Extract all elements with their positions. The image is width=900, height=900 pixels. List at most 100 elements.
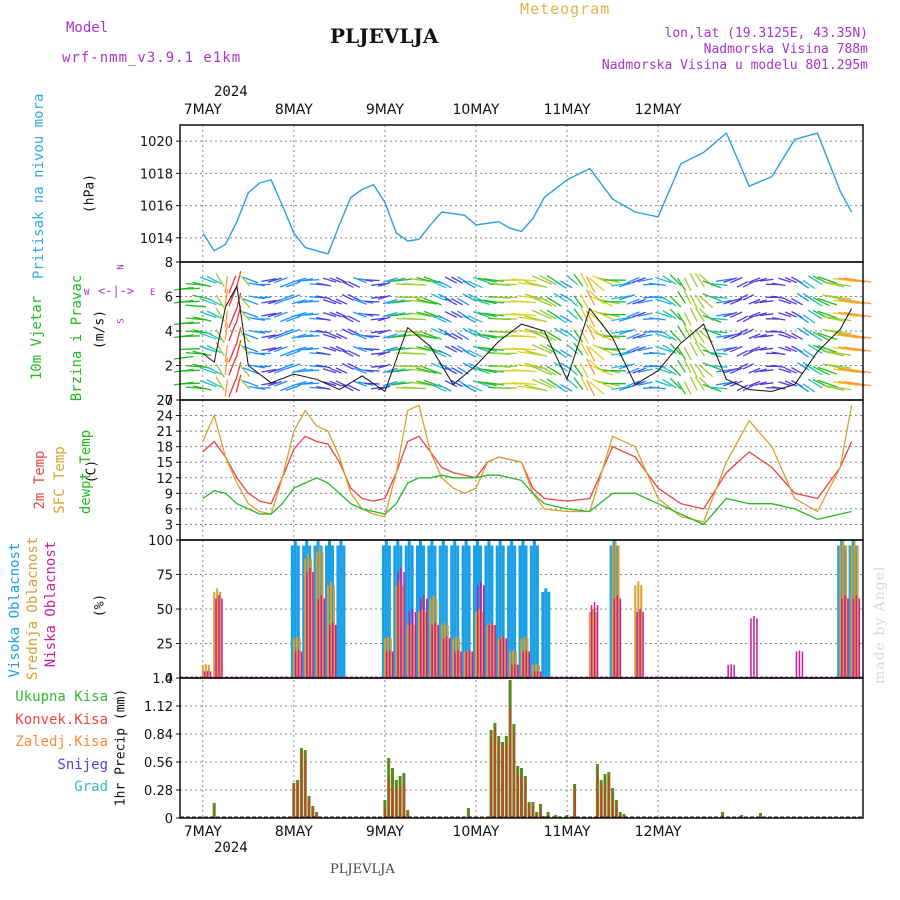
wind-arrow xyxy=(784,311,798,318)
y-tick-label: 18 xyxy=(156,441,173,456)
wind-arrow xyxy=(444,311,458,319)
cloud-high-bar xyxy=(484,545,488,678)
wind-arrow xyxy=(669,377,682,390)
wind-arrow xyxy=(215,376,225,391)
wind-arrow xyxy=(626,332,640,340)
wind-arrow xyxy=(261,312,277,317)
wind-arrow xyxy=(423,332,442,341)
cloud-high-bar xyxy=(501,545,505,678)
cloud-mid-bar xyxy=(842,540,845,678)
day-label-bottom: 8MAY xyxy=(275,824,313,840)
wind-arrow xyxy=(179,322,200,325)
cloud-high-bar xyxy=(518,545,522,678)
wind-arrow xyxy=(827,295,852,300)
cloud-mid-bar xyxy=(333,585,335,678)
cloud-mid-bar xyxy=(409,622,412,678)
wind-arrow xyxy=(748,380,761,387)
wind-arrow xyxy=(771,386,786,390)
wind-arrow xyxy=(402,386,427,390)
wind-arrow xyxy=(573,364,584,377)
wind-arrow xyxy=(683,290,692,305)
cloud-high-bar xyxy=(407,540,411,678)
day-label-top: 9MAY xyxy=(366,102,404,118)
wind-arrow xyxy=(689,341,698,357)
cloud-low-bar xyxy=(636,611,638,678)
cloud-mid-bar xyxy=(531,664,534,678)
wind-arrow xyxy=(511,300,537,304)
wind-arrow xyxy=(784,276,798,284)
cloud-high-bar xyxy=(464,540,468,678)
cloud-low-bar xyxy=(203,671,206,678)
cloud-low-bar xyxy=(858,598,861,678)
y-tick-label: 1.4 xyxy=(152,672,173,687)
cloud-mid-bar xyxy=(429,598,432,678)
cloud-low-bar xyxy=(411,609,414,678)
cloud-low-bar xyxy=(505,638,508,678)
wind-arrow xyxy=(364,335,380,338)
wind-arrow xyxy=(215,294,225,309)
wind-arrow xyxy=(224,323,229,341)
wind-arrow xyxy=(771,364,786,369)
wind-arrow xyxy=(694,272,705,288)
wind-arrow xyxy=(716,368,733,373)
wind-arrow xyxy=(228,275,237,294)
wind-arrow xyxy=(539,296,557,307)
wind-arrow xyxy=(566,296,578,307)
wind-arrow xyxy=(844,277,872,283)
wind-arrow xyxy=(477,298,497,305)
wind-arrow xyxy=(611,329,631,335)
wind-arrow xyxy=(708,295,728,299)
wind-arrow xyxy=(402,295,427,299)
wind-arrow xyxy=(482,347,504,352)
wind-arrow xyxy=(626,276,640,284)
precip-conv-bar xyxy=(517,773,519,818)
wind-arrow xyxy=(580,307,589,323)
meteogram-title: Meteogram xyxy=(520,0,611,18)
wind-arrow xyxy=(206,366,222,375)
temp-2m-line xyxy=(202,435,853,510)
wind-arrow xyxy=(173,355,194,360)
wind-arrow xyxy=(192,385,212,391)
wind-arrow xyxy=(560,349,573,358)
wind-arrow xyxy=(457,332,470,341)
cloud-mid-bar xyxy=(640,585,643,678)
cloud-low-bar xyxy=(471,651,474,678)
cloud-mid-bar xyxy=(489,622,492,678)
wind-arrow xyxy=(759,300,774,304)
wind-arrow xyxy=(382,367,398,374)
wind-arrow xyxy=(341,281,354,288)
wind-arrow xyxy=(683,277,692,292)
wind-arrow xyxy=(573,273,584,287)
wind-arrow xyxy=(822,294,845,301)
wind-arrow xyxy=(335,311,348,318)
wind-arrow xyxy=(371,282,386,286)
wind-arrow xyxy=(580,341,589,357)
cloud-mid-bar xyxy=(213,591,216,678)
precip-conv-bar xyxy=(388,778,390,818)
wind-arrow xyxy=(585,379,596,397)
wind-arrow xyxy=(817,366,838,375)
wind-arrow xyxy=(592,309,614,320)
wind-arrow xyxy=(179,348,200,351)
wind-arrow xyxy=(611,282,631,287)
wind-arrow xyxy=(274,367,288,374)
wind-arrow xyxy=(566,365,578,376)
wind-arrow xyxy=(759,313,774,317)
wind-arrow xyxy=(228,378,237,398)
wind-arrow xyxy=(347,293,361,301)
wind-arrow xyxy=(838,311,866,318)
wind-arrow xyxy=(482,334,504,339)
wind-arrow xyxy=(748,311,761,318)
wind-arrow xyxy=(238,377,251,391)
wind-arrow xyxy=(736,384,749,392)
cloud-mid-bar xyxy=(591,609,594,678)
wind-arrow xyxy=(771,282,786,287)
wind-arrow xyxy=(329,346,342,353)
cloud-low-bar xyxy=(300,651,303,678)
wind-arrow xyxy=(280,281,294,288)
cloud-mid-bar xyxy=(443,622,446,678)
wind-arrow xyxy=(802,314,816,324)
wind-arrow xyxy=(322,311,337,318)
wind-arrow xyxy=(444,345,458,353)
altitude-label: Nadmorska Visina 788m xyxy=(703,42,868,57)
